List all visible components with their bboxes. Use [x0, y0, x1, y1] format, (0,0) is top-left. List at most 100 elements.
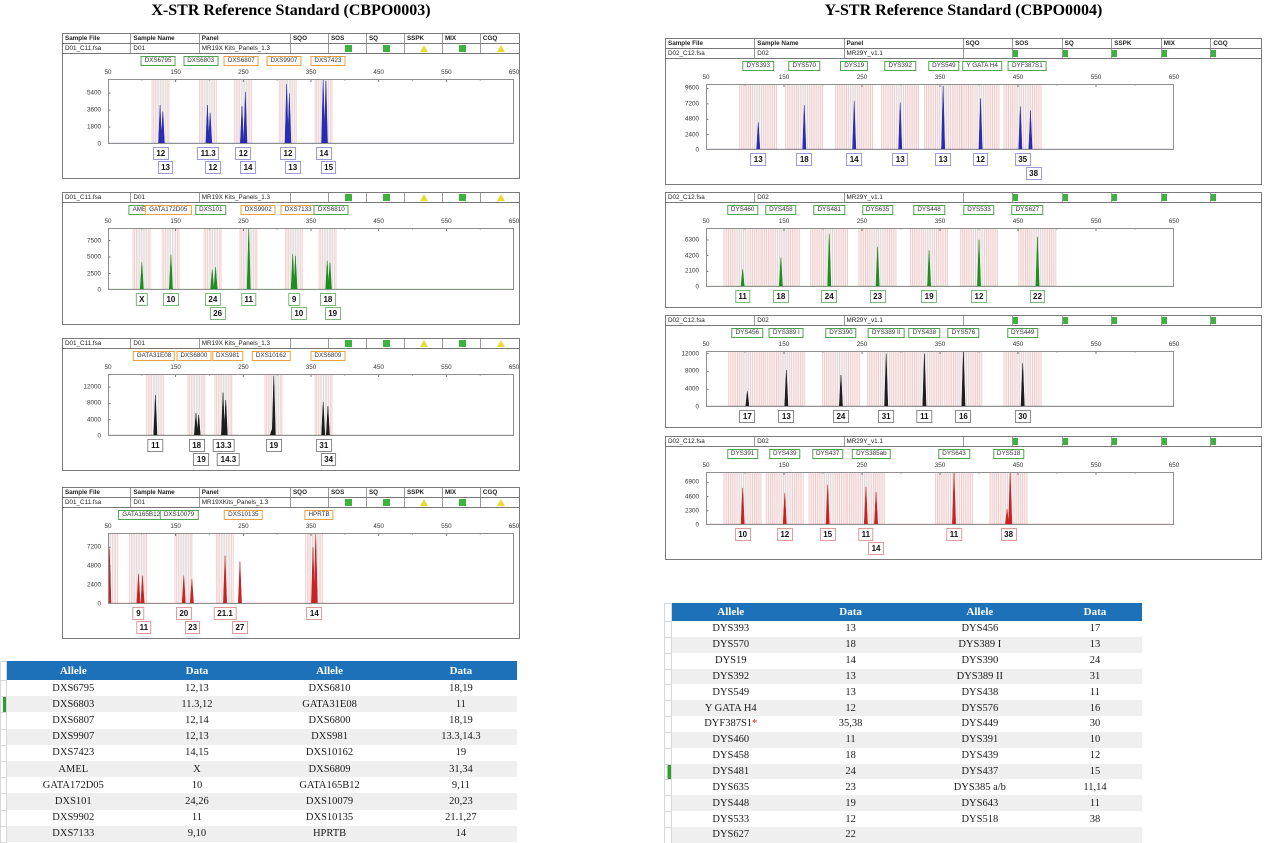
row-gutter-cell[interactable] [0, 794, 7, 811]
row-gutter-cell[interactable] [0, 729, 7, 746]
data-cell[interactable]: 19 [455, 747, 467, 759]
allele-cell[interactable]: DXS6803 [52, 698, 95, 710]
allele-cell[interactable]: DYS389 I [958, 639, 1002, 651]
row-gutter-cell[interactable] [664, 717, 672, 733]
allele-cell[interactable]: DXS6807 [52, 714, 95, 726]
row-gutter-cell[interactable] [664, 780, 672, 797]
data-cell[interactable]: 13 [845, 670, 856, 682]
data-cell[interactable]: 12 [845, 813, 856, 825]
row-gutter-cell[interactable] [664, 653, 672, 670]
data-cell[interactable]: 14 [845, 655, 856, 667]
allele-cell[interactable]: GATA172D05 [42, 779, 104, 791]
data-cell[interactable]: 18,19 [449, 714, 473, 726]
data-cell[interactable]: 30 [1089, 718, 1101, 730]
allele-cell[interactable]: DXS7423 [52, 747, 95, 759]
allele-cell[interactable]: DYS481 [712, 766, 750, 778]
data-cell[interactable]: 18 [845, 750, 856, 762]
row-gutter-cell[interactable] [0, 778, 7, 795]
data-cell[interactable]: 11 [1089, 797, 1101, 809]
data-cell[interactable]: 24 [1089, 655, 1101, 667]
allele-cell[interactable]: DYS437 [961, 766, 999, 778]
allele-cell[interactable]: DXS6795 [52, 682, 95, 694]
row-gutter-cell[interactable] [0, 681, 7, 698]
allele-cell[interactable]: DYS549 [712, 686, 750, 698]
data-cell[interactable]: 11 [191, 812, 203, 824]
allele-cell[interactable]: DXS6810 [308, 682, 351, 694]
data-cell[interactable]: 31,34 [449, 763, 473, 775]
data-cell[interactable]: 14 [455, 828, 467, 840]
data-cell[interactable]: 12,13 [185, 682, 209, 694]
row-gutter-cell[interactable] [0, 761, 7, 779]
data-cell[interactable]: 11.3,12 [181, 698, 213, 710]
allele-cell[interactable]: GATA165B12 [299, 779, 360, 791]
data-cell[interactable]: 11 [845, 734, 856, 746]
row-gutter-cell[interactable] [664, 604, 672, 622]
row-gutter-cell[interactable] [664, 827, 672, 843]
allele-cell[interactable]: DYF387S1* [704, 718, 758, 730]
allele-cell[interactable]: HPRTB [312, 828, 347, 840]
allele-cell[interactable]: DYS439 [961, 750, 999, 762]
data-cell[interactable]: 17 [1089, 623, 1101, 635]
allele-cell[interactable]: DYS389 II [956, 670, 1004, 682]
allele-cell[interactable]: DYS448 [712, 797, 750, 809]
allele-cell[interactable]: DYS19 [714, 655, 747, 667]
data-cell[interactable]: 13 [845, 623, 856, 635]
data-cell[interactable]: 14,15 [185, 747, 209, 759]
row-gutter-cell[interactable] [664, 637, 672, 654]
row-gutter-cell[interactable] [664, 685, 672, 702]
data-cell[interactable]: 11,14 [1083, 781, 1107, 793]
data-cell[interactable]: X [193, 763, 201, 775]
data-cell[interactable]: 31 [1089, 670, 1101, 682]
allele-cell[interactable]: GATA31E08 [302, 698, 357, 710]
allele-cell[interactable]: DYS635 [712, 781, 750, 793]
row-gutter-cell[interactable] [0, 810, 7, 827]
data-cell[interactable]: 22 [845, 829, 856, 841]
row-gutter-cell[interactable] [664, 796, 672, 813]
allele-cell[interactable]: DXS7133 [52, 828, 95, 840]
data-cell[interactable]: 13 [845, 686, 856, 698]
data-cell[interactable]: 23 [845, 781, 856, 793]
allele-cell[interactable]: DXS10135 [305, 812, 354, 824]
data-cell[interactable]: 13.3,14.3 [441, 731, 481, 743]
allele-cell[interactable]: DXS9907 [52, 731, 95, 743]
data-cell[interactable]: 35,38 [838, 718, 863, 730]
allele-cell[interactable]: DYS438 [961, 686, 999, 698]
row-gutter-cell[interactable] [664, 732, 672, 749]
row-gutter-cell[interactable] [664, 669, 672, 686]
row-gutter-cell[interactable] [0, 745, 7, 762]
allele-cell[interactable]: DYS390 [961, 655, 999, 667]
allele-cell[interactable]: DXS981 [311, 731, 348, 743]
data-cell[interactable]: 20,23 [449, 795, 473, 807]
row-gutter-cell[interactable] [664, 748, 672, 765]
data-cell[interactable]: 9,11 [451, 779, 470, 791]
row-gutter-cell[interactable] [0, 697, 7, 714]
allele-cell[interactable]: DXS6800 [308, 714, 351, 726]
allele-cell[interactable]: DYS449 [961, 718, 999, 730]
allele-cell[interactable]: DYS391 [961, 734, 999, 746]
data-cell[interactable]: 24 [845, 766, 856, 778]
allele-cell[interactable]: DXS9902 [52, 812, 95, 824]
allele-cell[interactable]: DXS10079 [305, 795, 354, 807]
data-cell[interactable]: 21.1,27 [445, 812, 477, 824]
data-cell[interactable]: 9,10 [187, 828, 207, 840]
data-cell[interactable]: 15 [1089, 766, 1101, 778]
allele-cell[interactable]: DYS456 [961, 623, 999, 635]
row-gutter-cell[interactable] [0, 826, 7, 843]
allele-cell[interactable]: DYS533 [712, 813, 750, 825]
data-cell[interactable]: 12,14 [185, 714, 209, 726]
data-cell[interactable]: 11 [1089, 686, 1101, 698]
allele-cell[interactable]: DXS6809 [308, 763, 351, 775]
allele-cell[interactable]: DXS10162 [305, 747, 354, 759]
data-cell[interactable]: 11 [455, 698, 466, 710]
allele-cell[interactable]: DYS518 [961, 813, 999, 825]
allele-cell[interactable]: AMEL [58, 763, 89, 775]
data-cell[interactable]: 13 [1089, 639, 1101, 651]
data-cell[interactable]: 24,26 [185, 795, 209, 807]
data-cell[interactable]: 18,19 [449, 682, 473, 694]
data-cell[interactable]: 10 [191, 779, 203, 791]
allele-cell[interactable]: DYS393 [712, 623, 750, 635]
allele-cell[interactable]: Y GATA H4 [704, 702, 757, 714]
allele-cell[interactable]: DYS460 [712, 734, 750, 746]
row-gutter-cell[interactable] [664, 812, 672, 828]
data-cell[interactable]: 19 [845, 797, 856, 809]
